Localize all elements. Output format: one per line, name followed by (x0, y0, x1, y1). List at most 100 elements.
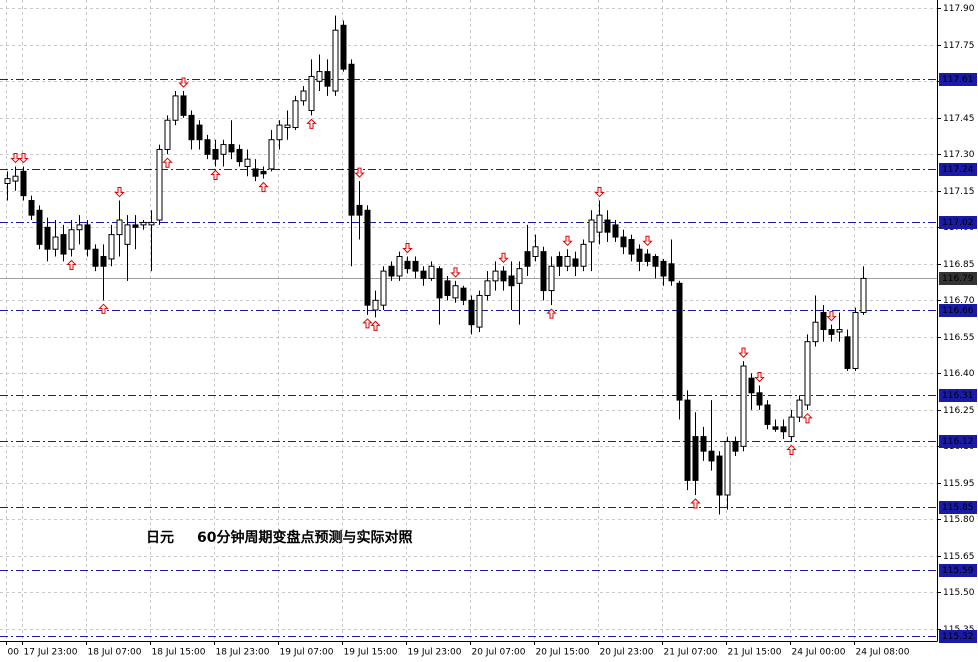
candle-body (188, 114, 195, 141)
level-label: 116.31 (942, 391, 974, 401)
candle-body (708, 450, 715, 462)
x-tick-label: 24 Jul 00:00 (792, 648, 846, 658)
candle-body (260, 170, 267, 175)
x-tick-label: 18 Jul 15:00 (152, 648, 206, 658)
candle-body (84, 224, 91, 250)
down-arrow (826, 311, 837, 322)
candle-body (452, 285, 459, 299)
down-arrow (354, 167, 365, 178)
up-arrow (98, 303, 109, 314)
down-arrow (642, 235, 653, 246)
candle-body (684, 399, 691, 481)
up-arrow (802, 413, 813, 424)
candle-body (468, 299, 475, 326)
candle-body (308, 75, 315, 112)
candle-body (404, 260, 411, 270)
candle-body (60, 234, 67, 255)
level-label: 117.02 (942, 218, 974, 228)
candle-body (540, 251, 547, 292)
candle-body (436, 268, 443, 299)
y-tick-label: 117.15 (943, 187, 975, 197)
y-tick-label: 115.80 (943, 515, 975, 525)
down-arrow (114, 187, 125, 198)
candle-body (572, 258, 579, 267)
candle-body (332, 29, 339, 92)
candle-body (660, 260, 667, 277)
candle-body (604, 219, 611, 233)
candle-body (68, 229, 75, 250)
x-tick-label: 24 Jul 08:00 (856, 648, 910, 658)
x-tick-label: 19 Jul 07:00 (280, 648, 334, 658)
candle-body (692, 436, 699, 481)
down-arrow (754, 371, 765, 383)
candle-body (356, 204, 363, 216)
candle-body (716, 455, 723, 496)
x-tick-label: 18 Jul 23:00 (216, 648, 270, 658)
candle-body (212, 148, 219, 160)
up-arrow (370, 320, 381, 331)
candle-body (756, 392, 763, 406)
candle-body (20, 170, 27, 197)
candle-body (700, 436, 707, 452)
candle-body (196, 124, 203, 141)
candle-body (132, 224, 139, 228)
candle-body (724, 440, 731, 496)
candle-body (644, 253, 651, 262)
candle-body (276, 124, 283, 141)
candle-body (284, 124, 291, 129)
candle-body (796, 399, 803, 418)
candle-body (300, 90, 307, 102)
candle-body (412, 260, 419, 272)
x-tick-label: 19 Jul 15:00 (344, 648, 398, 658)
level-label: 115.85 (942, 503, 974, 513)
down-arrow (18, 152, 29, 164)
candle-body (812, 321, 819, 343)
candle-body (516, 268, 523, 284)
level-label-box (939, 435, 977, 448)
up-arrow (362, 318, 373, 329)
signals (10, 77, 837, 509)
candle-body (444, 280, 451, 296)
up-arrow (690, 498, 701, 509)
candle-body (108, 234, 115, 260)
down-arrow (498, 252, 509, 263)
candle-body (220, 144, 227, 155)
level-label: 116.66 (942, 306, 974, 316)
candle-body (236, 148, 243, 163)
candle-body (732, 440, 739, 452)
y-tick-label: 116.85 (943, 260, 975, 270)
level-label-box (939, 73, 977, 86)
x-tick-label: 00 (8, 648, 20, 658)
y-tick-label: 117.45 (943, 114, 975, 124)
candle-body (380, 270, 387, 306)
candle-body (772, 426, 779, 430)
candles (4, 15, 867, 515)
candle-body (836, 329, 843, 333)
last-price-label: 116.79 (942, 274, 974, 284)
candle-body (180, 95, 187, 116)
down-arrow (402, 243, 413, 254)
levels (0, 79, 937, 637)
down-arrow (450, 267, 461, 278)
level-label-box (939, 389, 977, 402)
up-arrow (546, 308, 557, 319)
level-label-box (939, 163, 977, 176)
candle-body (172, 95, 179, 121)
candle-body (76, 224, 83, 231)
candle-body (740, 365, 747, 447)
x-tick-label: 21 Jul 15:00 (728, 648, 782, 658)
level-label-box (939, 564, 977, 577)
candle-body (372, 299, 379, 311)
candle-body (348, 63, 355, 216)
candle-body (548, 265, 555, 292)
candle-body (524, 251, 531, 267)
candle-body (492, 270, 499, 282)
candle-body (500, 270, 507, 282)
y-tick-label: 117.90 (943, 4, 975, 14)
y-tick-label: 116.40 (943, 369, 975, 379)
level-label-box (939, 501, 977, 514)
candle-body (788, 416, 795, 438)
candle-body (140, 221, 147, 226)
candle-body (828, 329, 835, 335)
candle-body (852, 311, 859, 369)
